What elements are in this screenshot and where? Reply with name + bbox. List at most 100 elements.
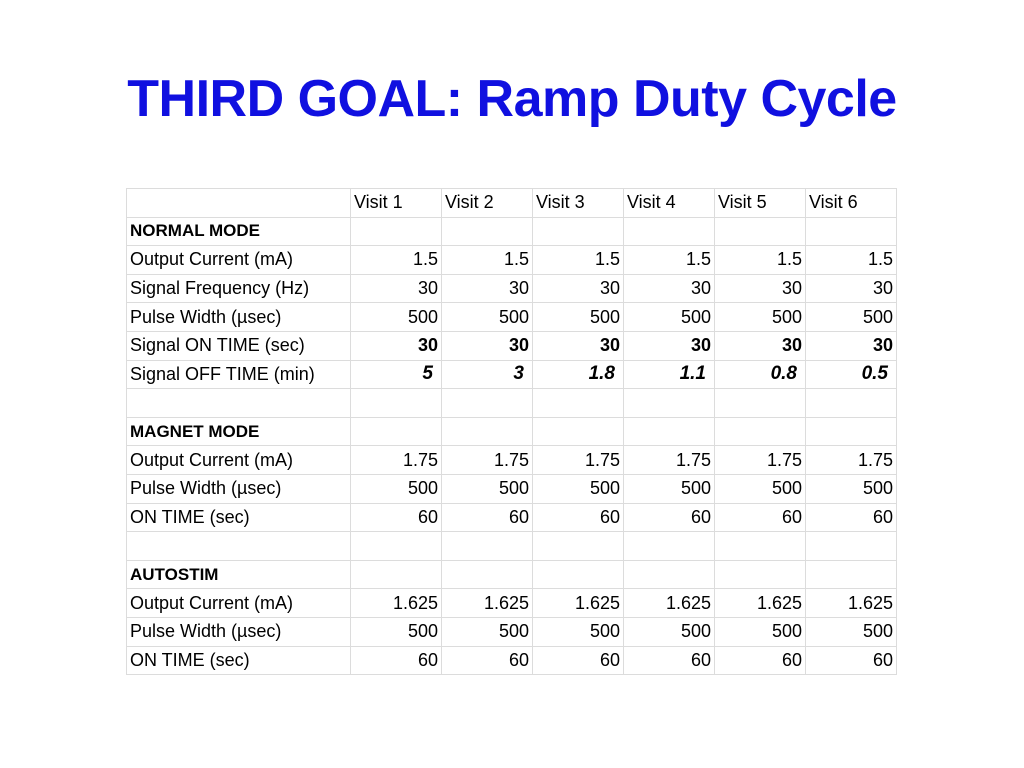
- table-cell: 500: [805, 302, 897, 332]
- table-cell: [714, 416, 806, 447]
- table-cell: [805, 388, 897, 418]
- table-row: Signal Frequency (Hz) 30 30 30 30 30 30: [126, 273, 897, 304]
- table-cell: 1.5: [623, 245, 715, 275]
- table-row: Pulse Width (µsec) 500 500 500 500 500 5…: [126, 473, 897, 504]
- row-label: [126, 388, 351, 418]
- table-cell: 1.625: [805, 588, 897, 618]
- table-row: Output Current (mA) 1.5 1.5 1.5 1.5 1.5 …: [126, 245, 897, 275]
- table-cell: [441, 216, 533, 247]
- table-cell: 1.1: [623, 359, 715, 390]
- table-row: ON TIME (sec) 60 60 60 60 60 60: [126, 502, 897, 533]
- table-cell: [623, 559, 715, 590]
- table-cell: 1.625: [532, 588, 624, 618]
- table-cell: 1.5: [441, 245, 533, 275]
- row-label: Output Current (mA): [126, 445, 351, 475]
- header-cell-visit-2: Visit 2: [441, 188, 533, 218]
- table-cell: [350, 531, 442, 561]
- table-cell: 60: [623, 502, 715, 533]
- table-cell: 60: [805, 502, 897, 533]
- table-cell: 5: [350, 359, 442, 390]
- table-cell: [350, 559, 442, 590]
- table-cell: [805, 559, 897, 590]
- table-cell: 60: [714, 502, 806, 533]
- table-cell: 1.625: [441, 588, 533, 618]
- table-cell: [623, 388, 715, 418]
- section-label: NORMAL MODE: [126, 216, 351, 247]
- table-cell: 60: [532, 502, 624, 533]
- table-cell: [441, 559, 533, 590]
- table-cell: [714, 216, 806, 247]
- table-cell: 30: [623, 273, 715, 304]
- table-cell: 1.5: [805, 245, 897, 275]
- header-cell-visit-1: Visit 1: [350, 188, 442, 218]
- table-row: ON TIME (sec) 60 60 60 60 60 60: [126, 645, 897, 676]
- duty-cycle-table: Visit 1 Visit 2 Visit 3 Visit 4 Visit 5 …: [126, 188, 897, 676]
- table-cell: 30: [714, 330, 806, 361]
- table-cell: 500: [623, 473, 715, 504]
- header-cell-visit-6: Visit 6: [805, 188, 897, 218]
- table-cell: [714, 559, 806, 590]
- table-cell: 1.75: [350, 445, 442, 475]
- table-cell: 1.75: [805, 445, 897, 475]
- spacer-row: [126, 388, 897, 418]
- table-cell: [532, 531, 624, 561]
- table-cell: 1.5: [714, 245, 806, 275]
- table-row: Signal ON TIME (sec) 30 30 30 30 30 30: [126, 330, 897, 361]
- table-cell: [623, 531, 715, 561]
- table-cell: 1.8: [532, 359, 624, 390]
- table-cell: 30: [805, 330, 897, 361]
- table-cell: 500: [714, 302, 806, 332]
- table-cell: [623, 216, 715, 247]
- table-cell: 0.5: [805, 359, 897, 390]
- table-cell: [350, 388, 442, 418]
- section-row-magnet-mode: MAGNET MODE: [126, 416, 897, 447]
- table-cell: 500: [350, 302, 442, 332]
- table-row: Pulse Width (µsec) 500 500 500 500 500 5…: [126, 616, 897, 647]
- table-cell: 1.5: [532, 245, 624, 275]
- table-cell: 500: [350, 473, 442, 504]
- table-cell: [805, 216, 897, 247]
- table-cell: 1.625: [623, 588, 715, 618]
- table-cell: 60: [441, 645, 533, 676]
- table-cell: 0.8: [714, 359, 806, 390]
- table-cell: 30: [623, 330, 715, 361]
- table-cell: [532, 388, 624, 418]
- table-cell: 500: [441, 616, 533, 647]
- table-cell: 60: [441, 502, 533, 533]
- table-cell: 1.625: [714, 588, 806, 618]
- table-cell: 30: [441, 330, 533, 361]
- table-cell: 1.75: [714, 445, 806, 475]
- spacer-row: [126, 531, 897, 561]
- table-cell: 500: [350, 616, 442, 647]
- table-cell: [350, 416, 442, 447]
- table-cell: 60: [805, 645, 897, 676]
- table-cell: [714, 531, 806, 561]
- table-cell: [805, 531, 897, 561]
- table-cell: 60: [532, 645, 624, 676]
- table-cell: [532, 216, 624, 247]
- table-cell: [714, 388, 806, 418]
- table-cell: 60: [714, 645, 806, 676]
- table-cell: 500: [623, 302, 715, 332]
- table-cell: [805, 416, 897, 447]
- table-cell: [441, 388, 533, 418]
- table-header-row: Visit 1 Visit 2 Visit 3 Visit 4 Visit 5 …: [126, 188, 897, 218]
- table-cell: 30: [714, 273, 806, 304]
- section-row-normal-mode: NORMAL MODE: [126, 216, 897, 247]
- table-row: Pulse Width (µsec) 500 500 500 500 500 5…: [126, 302, 897, 332]
- row-label: Output Current (mA): [126, 245, 351, 275]
- header-cell-visit-3: Visit 3: [532, 188, 624, 218]
- table-cell: 500: [532, 302, 624, 332]
- table-row: Output Current (mA) 1.75 1.75 1.75 1.75 …: [126, 445, 897, 475]
- table-cell: 500: [623, 616, 715, 647]
- row-label: Signal Frequency (Hz): [126, 273, 351, 304]
- row-label: [126, 531, 351, 561]
- table-cell: 60: [623, 645, 715, 676]
- header-cell-visit-4: Visit 4: [623, 188, 715, 218]
- table-cell: 500: [441, 302, 533, 332]
- row-label: Pulse Width (µsec): [126, 302, 351, 332]
- table-cell: 500: [805, 473, 897, 504]
- row-label: Pulse Width (µsec): [126, 616, 351, 647]
- section-row-autostim: AUTOSTIM: [126, 559, 897, 590]
